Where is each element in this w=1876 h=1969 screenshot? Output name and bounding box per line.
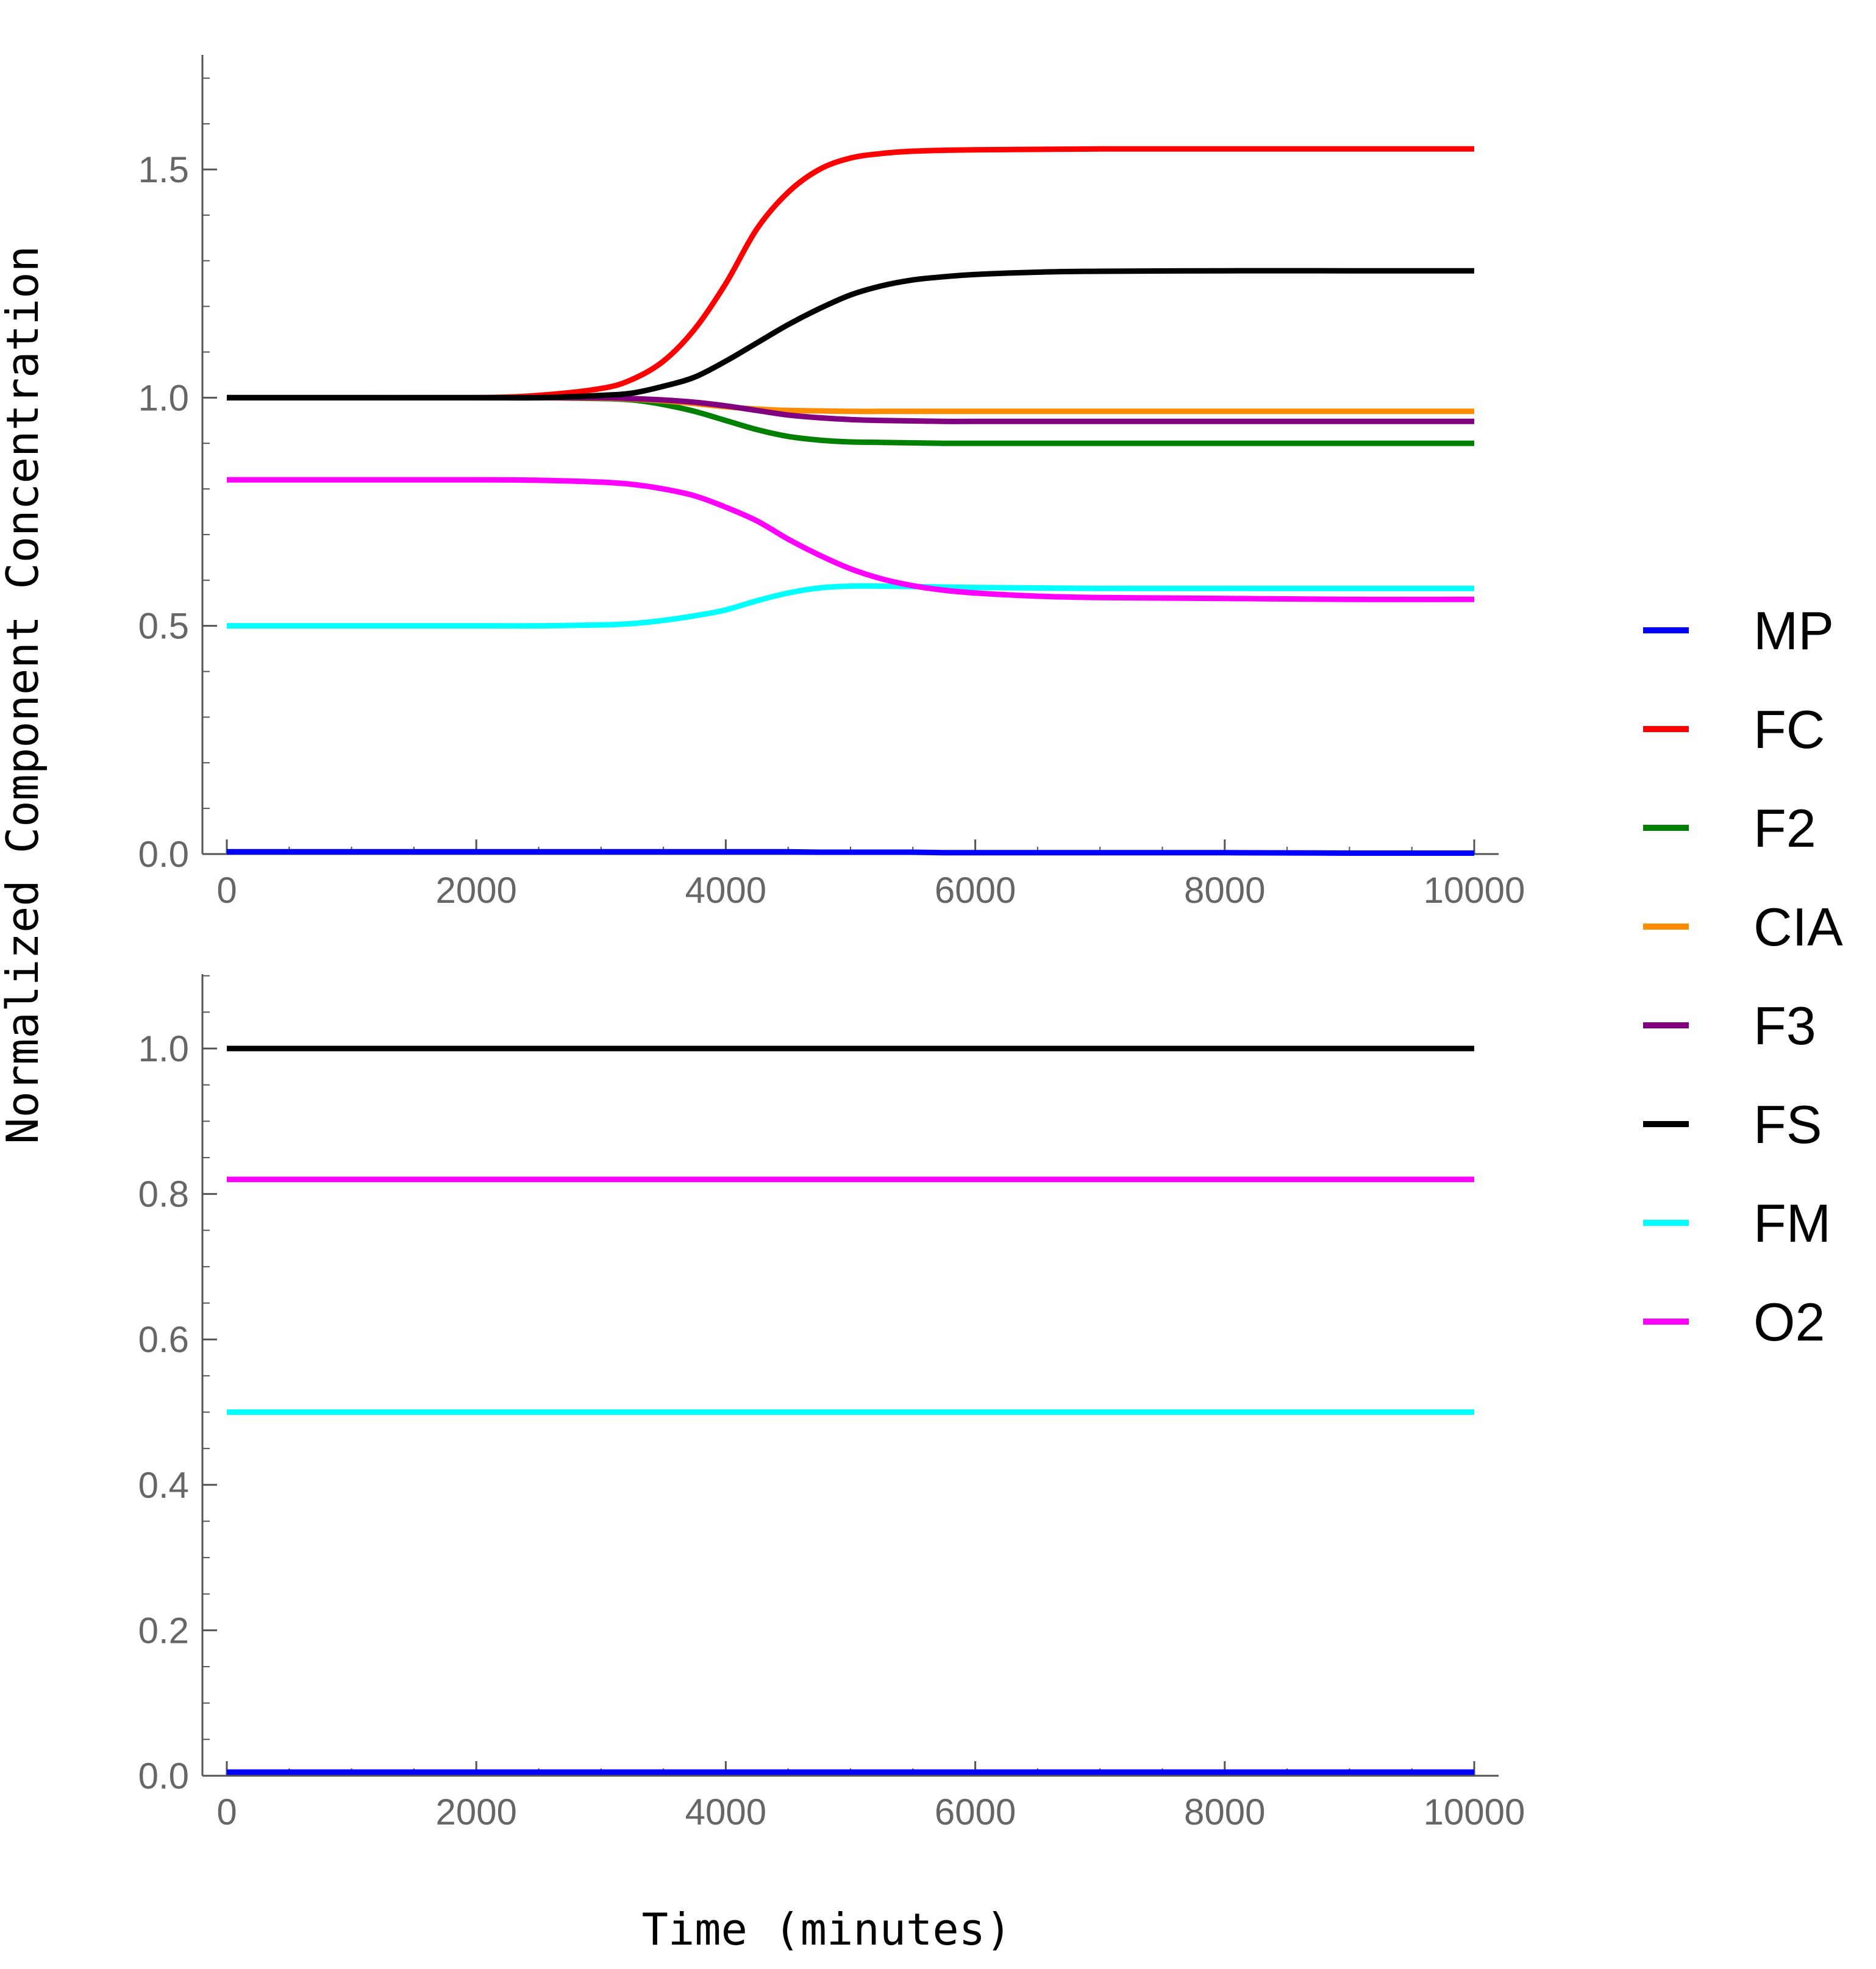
legend-item-f3: F3 xyxy=(1643,995,1816,1056)
x-tick-label: 0 xyxy=(216,1792,237,1832)
y-tick-label: 1.0 xyxy=(138,377,189,418)
x-tick-label: 2000 xyxy=(435,1792,516,1832)
series-line-fs xyxy=(226,268,1474,401)
y-tick-label: 0.0 xyxy=(138,834,189,875)
x-tick-label: 6000 xyxy=(935,1792,1016,1832)
series-line-fm xyxy=(226,583,1474,629)
x-tick-label: 0 xyxy=(216,870,237,911)
legend-item-fm: FM xyxy=(1643,1193,1831,1253)
x-tick-label: 10000 xyxy=(1424,870,1525,911)
legend-item-fs: FS xyxy=(1643,1094,1822,1155)
legend-label: FM xyxy=(1753,1193,1831,1253)
legend-label: FS xyxy=(1753,1094,1822,1155)
y-tick-label: 1.5 xyxy=(138,149,189,190)
x-tick-label: 8000 xyxy=(1184,870,1265,911)
y-tick-label: 1.0 xyxy=(138,1028,189,1069)
legend-item-f2: F2 xyxy=(1643,798,1816,858)
x-tick-label: 2000 xyxy=(435,870,516,911)
panel-2: 0.0 0.2 0.4 0.6 0.8 1.0 0 2000 4000 6000 8000 10000 xyxy=(138,974,1525,1832)
panels-layer: 0.0 0.5 1.0 1.5 0 2000 4000 6000 8000 10000 0.0 0.2… xyxy=(138,55,1525,1832)
panel-1: 0.0 0.5 1.0 1.5 0 2000 4000 6000 8000 10000 xyxy=(138,55,1525,911)
y-tick-label: 0.8 xyxy=(138,1174,189,1215)
y-tick-label: 0.2 xyxy=(138,1610,189,1651)
legend-label: F3 xyxy=(1753,995,1816,1056)
legend: MP FC F2 CIA F3 FS FM O2 xyxy=(1643,600,1843,1352)
x-tick-label: 6000 xyxy=(935,870,1016,911)
legend-item-cia: CIA xyxy=(1643,897,1843,957)
y-axis-title: Normalized Component Concentration xyxy=(0,246,48,1144)
legend-item-o2: O2 xyxy=(1643,1292,1825,1352)
legend-label: CIA xyxy=(1753,897,1843,957)
series-line-o2 xyxy=(227,477,1475,602)
x-tick-label: 8000 xyxy=(1184,1792,1265,1832)
series-line-mp xyxy=(226,849,1475,856)
x-tick-label: 4000 xyxy=(685,870,766,911)
y-tick-label: 0.5 xyxy=(138,606,189,647)
legend-label: FC xyxy=(1753,699,1825,760)
y-tick-label: 0.0 xyxy=(138,1756,189,1796)
legend-label: O2 xyxy=(1753,1292,1825,1352)
x-axis-title: Time (minutes) xyxy=(642,1904,1012,1955)
y-tick-label: 0.6 xyxy=(138,1319,189,1360)
legend-item-mp: MP xyxy=(1643,600,1834,661)
x-tick-label: 4000 xyxy=(685,1792,766,1832)
legend-item-fc: FC xyxy=(1643,699,1825,760)
x-tick-label: 10000 xyxy=(1424,1792,1525,1832)
legend-label: MP xyxy=(1753,600,1834,661)
y-tick-label: 0.4 xyxy=(138,1465,189,1506)
legend-label: F2 xyxy=(1753,798,1816,858)
